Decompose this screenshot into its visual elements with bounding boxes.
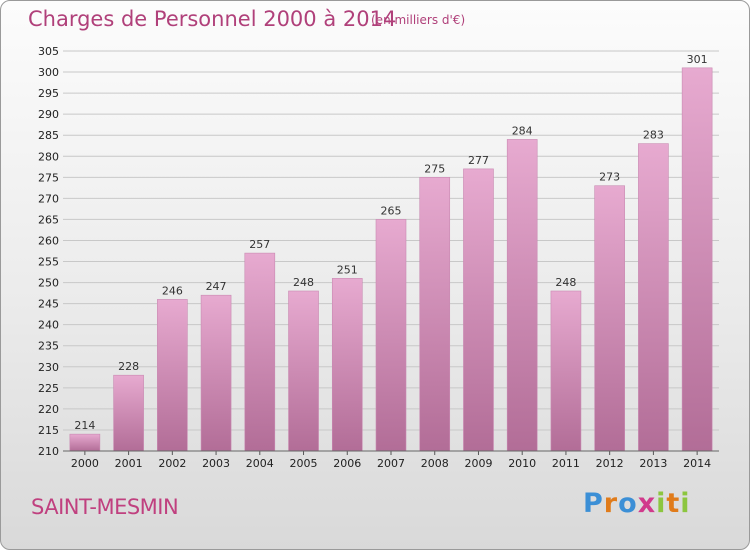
y-tick-label: 260	[38, 234, 59, 247]
y-tick-label: 285	[38, 129, 59, 142]
y-tick-label: 235	[38, 340, 59, 353]
data-label: 275	[424, 162, 445, 175]
y-tick-label: 270	[38, 192, 59, 205]
y-tick-label: 215	[38, 424, 59, 437]
data-label: 284	[512, 124, 533, 137]
data-label: 283	[643, 129, 664, 142]
data-label: 214	[74, 419, 95, 432]
logo-letter: i	[680, 488, 691, 519]
logo-letter: i	[656, 488, 667, 519]
x-tick-label: 2012	[596, 457, 624, 470]
data-label: 246	[162, 284, 183, 297]
data-label: 247	[206, 280, 227, 293]
x-tick-label: 2000	[71, 457, 99, 470]
x-tick-label: 2001	[115, 457, 143, 470]
y-tick-label: 295	[38, 87, 59, 100]
y-tick-label: 290	[38, 108, 59, 121]
proxiti-logo: Proxiti	[583, 488, 691, 519]
logo-letter: o	[618, 488, 638, 519]
logo-letter: r	[603, 488, 619, 519]
logo-letter: t	[666, 488, 681, 519]
bar-2007	[375, 219, 407, 452]
chart-subtitle: (en milliers d'€)	[371, 13, 466, 27]
y-tick-label: 210	[38, 445, 59, 458]
y-tick-label: 255	[38, 256, 59, 269]
bar-2012	[594, 185, 625, 452]
x-tick-label: 2003	[202, 457, 230, 470]
bar-2013	[638, 143, 669, 452]
x-tick-label: 2009	[464, 457, 492, 470]
bar-2008	[419, 177, 451, 452]
commune-name: SAINT-MESMIN	[31, 495, 179, 519]
x-tick-label: 2007	[377, 457, 405, 470]
x-tick-label: 2013	[639, 457, 667, 470]
y-tick-label: 225	[38, 382, 59, 395]
logo-letter: P	[583, 488, 604, 519]
x-tick-label: 2011	[552, 457, 580, 470]
bar-2006	[331, 278, 363, 452]
data-label: 257	[249, 238, 270, 251]
data-label: 265	[381, 204, 402, 217]
data-label: 301	[687, 53, 708, 66]
data-label: 251	[337, 263, 358, 276]
data-label: 228	[118, 360, 139, 373]
bars	[69, 67, 713, 452]
x-tick-label: 2004	[246, 457, 274, 470]
y-tick-label: 245	[38, 298, 59, 311]
bar-2000	[69, 433, 101, 452]
bar-2001	[113, 374, 144, 452]
x-tick-label: 2002	[158, 457, 186, 470]
data-label: 248	[555, 276, 576, 289]
y-axis-ticks: 210 215 220 225 230 235 240 245 250 255 260 265 270 2…	[38, 45, 59, 458]
x-tick-label: 2014	[683, 457, 711, 470]
y-tick-label: 230	[38, 361, 59, 374]
x-tick-label: 2006	[333, 457, 361, 470]
x-tick-label: 2008	[421, 457, 449, 470]
data-label: 277	[468, 154, 489, 167]
bar-2010	[506, 139, 538, 452]
x-tick-label: 2005	[290, 457, 318, 470]
y-tick-label: 300	[38, 66, 59, 79]
bar-2004	[244, 252, 276, 452]
bar-2002	[157, 299, 188, 452]
bar-2014	[681, 67, 713, 452]
bar-2009	[463, 168, 494, 452]
y-tick-label: 280	[38, 150, 59, 163]
bar-2005	[288, 290, 319, 452]
y-tick-label: 275	[38, 171, 59, 184]
x-axis-ticks: 2000 2001 2002 2003 2004 2005 2006 2007 2008 2009…	[71, 451, 711, 470]
data-label: 248	[293, 276, 314, 289]
y-tick-label: 265	[38, 213, 59, 226]
y-tick-label: 240	[38, 319, 59, 332]
data-label: 273	[599, 171, 620, 184]
logo-letter: x	[637, 488, 657, 519]
x-tick-label: 2010	[508, 457, 536, 470]
bar-2011	[550, 290, 582, 452]
chart-title: Charges de Personnel 2000 à 2014	[28, 7, 397, 31]
y-tick-label: 305	[38, 45, 59, 58]
data-labels: 214 228 246 247 257 248 251 265 275 277 284 248 273 2…	[74, 53, 707, 432]
bar-2003	[200, 294, 232, 452]
y-tick-label: 220	[38, 403, 59, 416]
y-tick-label: 250	[38, 277, 59, 290]
